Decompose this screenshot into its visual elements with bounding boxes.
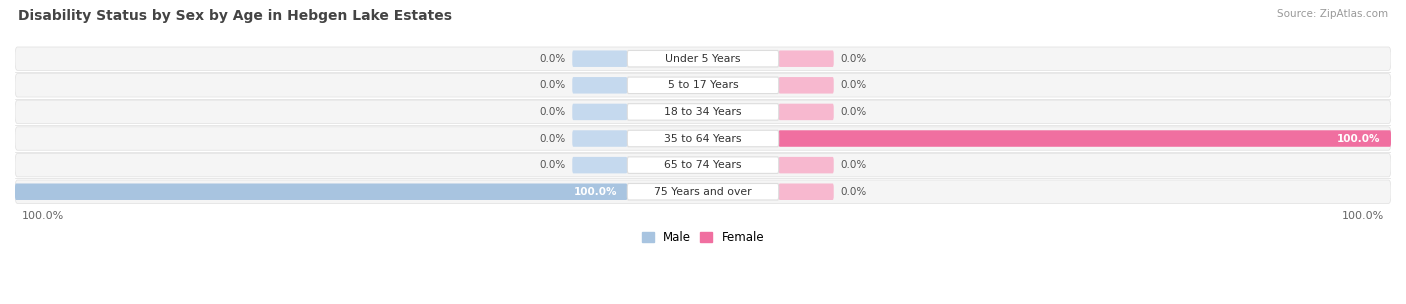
Text: 0.0%: 0.0% <box>841 187 868 197</box>
FancyBboxPatch shape <box>779 130 1391 147</box>
FancyBboxPatch shape <box>779 184 834 200</box>
Text: 100.0%: 100.0% <box>1337 133 1381 143</box>
Text: 0.0%: 0.0% <box>841 80 868 90</box>
FancyBboxPatch shape <box>572 50 627 67</box>
Text: 0.0%: 0.0% <box>538 54 565 64</box>
Text: 18 to 34 Years: 18 to 34 Years <box>664 107 742 117</box>
Text: Source: ZipAtlas.com: Source: ZipAtlas.com <box>1277 9 1388 19</box>
FancyBboxPatch shape <box>627 77 779 94</box>
FancyBboxPatch shape <box>15 180 1391 203</box>
Text: 75 Years and over: 75 Years and over <box>654 187 752 197</box>
FancyBboxPatch shape <box>627 104 779 120</box>
Text: 35 to 64 Years: 35 to 64 Years <box>664 133 742 143</box>
Text: 0.0%: 0.0% <box>538 80 565 90</box>
FancyBboxPatch shape <box>15 154 1391 177</box>
FancyBboxPatch shape <box>572 130 627 147</box>
Legend: Male, Female: Male, Female <box>641 231 765 244</box>
FancyBboxPatch shape <box>627 50 779 67</box>
FancyBboxPatch shape <box>627 157 779 173</box>
FancyBboxPatch shape <box>627 130 779 147</box>
Text: 100.0%: 100.0% <box>1341 211 1384 221</box>
Text: 100.0%: 100.0% <box>22 211 65 221</box>
Text: 5 to 17 Years: 5 to 17 Years <box>668 80 738 90</box>
FancyBboxPatch shape <box>779 50 834 67</box>
Text: 0.0%: 0.0% <box>841 107 868 117</box>
FancyBboxPatch shape <box>627 184 779 200</box>
Text: 0.0%: 0.0% <box>538 133 565 143</box>
FancyBboxPatch shape <box>779 157 834 173</box>
Text: Disability Status by Sex by Age in Hebgen Lake Estates: Disability Status by Sex by Age in Hebge… <box>18 9 453 23</box>
Text: 65 to 74 Years: 65 to 74 Years <box>664 160 742 170</box>
FancyBboxPatch shape <box>15 47 1391 71</box>
Text: 0.0%: 0.0% <box>841 160 868 170</box>
FancyBboxPatch shape <box>572 104 627 120</box>
FancyBboxPatch shape <box>15 127 1391 150</box>
Text: Under 5 Years: Under 5 Years <box>665 54 741 64</box>
FancyBboxPatch shape <box>15 74 1391 97</box>
Text: 0.0%: 0.0% <box>538 107 565 117</box>
Text: 100.0%: 100.0% <box>574 187 617 197</box>
FancyBboxPatch shape <box>15 184 627 200</box>
FancyBboxPatch shape <box>572 157 627 173</box>
FancyBboxPatch shape <box>15 100 1391 124</box>
FancyBboxPatch shape <box>572 77 627 94</box>
Text: 0.0%: 0.0% <box>538 160 565 170</box>
Text: 0.0%: 0.0% <box>841 54 868 64</box>
FancyBboxPatch shape <box>779 104 834 120</box>
FancyBboxPatch shape <box>779 77 834 94</box>
